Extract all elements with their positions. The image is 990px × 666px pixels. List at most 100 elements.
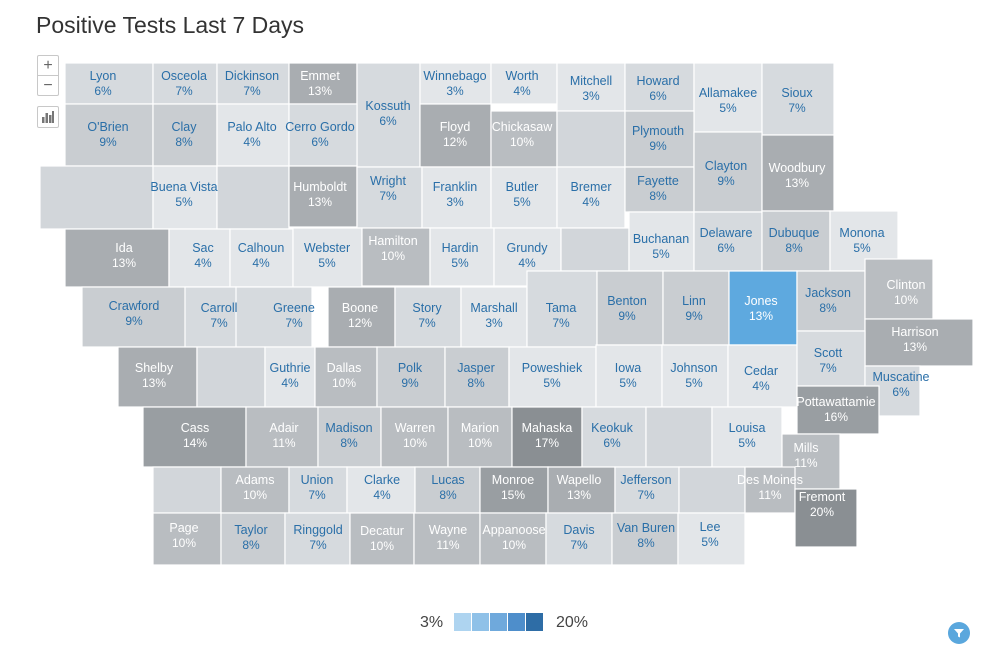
- county-o-brien[interactable]: [64, 103, 154, 167]
- county-pottawattamie[interactable]: [796, 385, 880, 435]
- county-fremont[interactable]: [794, 488, 858, 548]
- county-label-cerro-gordo: Cerro Gordo: [285, 120, 355, 134]
- county-label-des-moines: Des Moines: [737, 473, 803, 487]
- county-value-clinton: 10%: [894, 293, 918, 307]
- county-label-fayette: Fayette: [637, 174, 679, 188]
- county-linn[interactable]: [662, 270, 730, 346]
- county-madison[interactable]: [317, 406, 382, 468]
- county-winneshiek[interactable]: [556, 110, 626, 168]
- county-dickinson[interactable]: [216, 62, 290, 105]
- legend-color-scale: [454, 613, 544, 631]
- county-jefferson[interactable]: [614, 466, 680, 514]
- county-jasper[interactable]: [444, 346, 510, 408]
- county-scott[interactable]: [796, 330, 866, 387]
- county-franklin[interactable]: [421, 166, 492, 229]
- legend-swatch-1: [454, 613, 471, 631]
- county-cherokee[interactable]: [39, 165, 154, 230]
- county-value-ringgold: 7%: [309, 538, 327, 552]
- county-value-hamilton: 10%: [381, 249, 405, 263]
- county-value-crawford: 9%: [125, 314, 143, 328]
- county-buchanan[interactable]: [628, 211, 695, 272]
- zoom-out-button[interactable]: −: [38, 75, 58, 95]
- filter-icon[interactable]: [948, 622, 970, 644]
- county-davis[interactable]: [545, 512, 613, 566]
- county-marshall[interactable]: [460, 286, 528, 348]
- county-warren[interactable]: [380, 406, 449, 468]
- county-value-johnson: 5%: [685, 376, 703, 390]
- chart-view-icon[interactable]: [37, 106, 59, 128]
- county-value-lee: 5%: [701, 535, 719, 549]
- county-clay[interactable]: [152, 103, 218, 167]
- county-mahaska[interactable]: [511, 406, 583, 468]
- county-cass[interactable]: [142, 406, 247, 468]
- legend-swatch-5: [526, 613, 543, 631]
- county-value-muscatine: 6%: [892, 385, 910, 399]
- county-taylor[interactable]: [220, 512, 286, 566]
- county-value-page: 10%: [172, 536, 196, 550]
- county-plymouth[interactable]: [624, 110, 695, 168]
- county-label-lyon: Lyon: [90, 69, 117, 83]
- county-kossuth[interactable]: [356, 62, 421, 168]
- county-value-clarke: 4%: [373, 488, 391, 502]
- county-palo-alto[interactable]: [216, 103, 290, 167]
- county-hamilton[interactable]: [361, 227, 431, 287]
- county-poweshiek[interactable]: [508, 346, 597, 408]
- county-humboldt[interactable]: [288, 165, 358, 228]
- county-cerro-gordo[interactable]: [288, 103, 358, 167]
- county-woodbury[interactable]: [761, 134, 835, 212]
- legend-max-label: 20%: [556, 614, 589, 631]
- county-appanoose[interactable]: [479, 512, 547, 566]
- county-sac[interactable]: [168, 228, 231, 288]
- county-keokuk[interactable]: [581, 406, 647, 468]
- county-harrison[interactable]: [864, 318, 974, 367]
- county-label-monroe: Monroe: [492, 473, 534, 487]
- county-label-marshall: Marshall: [470, 301, 517, 315]
- county-ringgold[interactable]: [284, 512, 351, 566]
- county-lyon[interactable]: [64, 62, 154, 105]
- county-label-taylor: Taylor: [234, 523, 267, 537]
- county-value-calhoun: 4%: [252, 256, 270, 270]
- county-henry[interactable]: [678, 466, 746, 514]
- county-value-jones: 13%: [749, 309, 773, 323]
- county-iowa[interactable]: [595, 344, 663, 408]
- county-value-howard: 6%: [649, 89, 667, 103]
- county-montgomery[interactable]: [152, 466, 222, 514]
- county-value-winnebago: 3%: [446, 84, 464, 98]
- county-webster[interactable]: [292, 227, 363, 288]
- county-jones[interactable]: [728, 270, 798, 346]
- county-floyd[interactable]: [419, 103, 492, 168]
- county-louisa[interactable]: [711, 406, 783, 468]
- county-benton[interactable]: [596, 270, 664, 346]
- county-des-moines[interactable]: [744, 466, 796, 514]
- map-title: Positive Tests Last 7 Days: [36, 12, 305, 38]
- county-lucas[interactable]: [414, 466, 481, 514]
- county-decatur[interactable]: [349, 512, 415, 566]
- county-delaware[interactable]: [693, 211, 763, 272]
- county-label-worth: Worth: [505, 69, 538, 83]
- county-marion[interactable]: [447, 406, 513, 468]
- county-adams[interactable]: [220, 466, 290, 514]
- county-emmet[interactable]: [288, 62, 358, 105]
- county-allamakee[interactable]: [693, 62, 763, 133]
- county-label-dickinson: Dickinson: [225, 69, 279, 83]
- county-osceola[interactable]: [152, 62, 218, 105]
- county-pocahontas[interactable]: [216, 165, 290, 230]
- county-audubon[interactable]: [196, 346, 266, 408]
- county-van-buren[interactable]: [611, 512, 679, 566]
- county-greene[interactable]: [235, 286, 313, 348]
- county-lee[interactable]: [677, 512, 746, 566]
- zoom-in-button[interactable]: +: [43, 57, 53, 74]
- county-label-osceola: Osceola: [161, 69, 207, 83]
- legend-swatch-2: [472, 613, 489, 631]
- county-sioux[interactable]: [761, 62, 835, 136]
- county-label-delaware: Delaware: [700, 226, 753, 240]
- county-dallas[interactable]: [314, 346, 378, 408]
- county-boone[interactable]: [327, 286, 396, 348]
- county-cedar[interactable]: [727, 344, 799, 408]
- county-polk[interactable]: [376, 346, 446, 408]
- county-jackson[interactable]: [796, 270, 866, 332]
- county-black-hawk[interactable]: [560, 227, 630, 272]
- county-hardin[interactable]: [429, 227, 495, 287]
- county-wayne[interactable]: [413, 512, 481, 566]
- county-washington[interactable]: [645, 406, 713, 468]
